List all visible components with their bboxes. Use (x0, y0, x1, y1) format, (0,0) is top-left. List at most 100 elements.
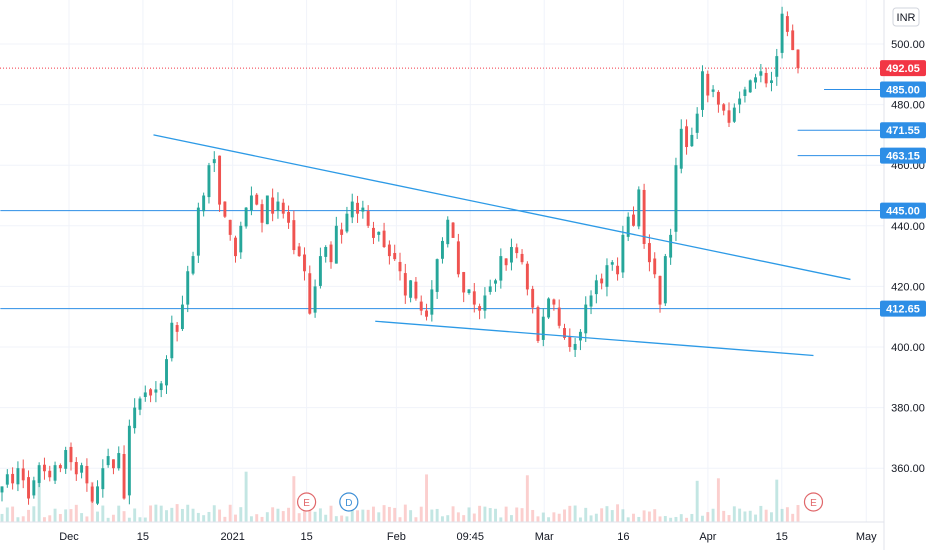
candle-body (138, 398, 142, 410)
event-marker[interactable] (297, 492, 317, 512)
volume-bar (48, 515, 52, 522)
volume-bar (265, 512, 269, 522)
last-price-badge (880, 60, 926, 77)
volume-bar (366, 509, 370, 522)
volume-bar (775, 479, 779, 522)
volume-bar (722, 510, 726, 522)
candle-body (552, 299, 556, 305)
candle-body (196, 207, 200, 256)
volume-bar (509, 515, 513, 522)
candle-body (494, 280, 497, 284)
candle-body (780, 13, 784, 53)
candle-body (451, 222, 455, 238)
candle-body (334, 225, 338, 264)
volume-bar (356, 510, 360, 522)
volume-bar (605, 506, 609, 522)
event-marker[interactable] (339, 492, 359, 512)
candlestick-series (0, 6, 800, 506)
currency-label: INR (897, 12, 916, 24)
candle-body (117, 453, 121, 469)
currency-box[interactable]: INR (892, 7, 920, 27)
candle-body (414, 281, 418, 299)
price-axis[interactable]: 500.00480.00460.00440.00420.00400.00380.… (891, 39, 925, 475)
volume-bar (271, 507, 275, 522)
volume-bar (467, 507, 471, 522)
candle-body (515, 247, 519, 254)
candle-body (212, 159, 216, 164)
candle-body (764, 72, 768, 84)
volume-bar (287, 507, 291, 522)
candle-body (271, 197, 275, 214)
candle-body (435, 259, 439, 292)
candle-body (265, 195, 269, 225)
volume-bar (292, 476, 296, 522)
volume-bar (594, 513, 598, 522)
volume-bar (69, 509, 73, 522)
trendline-upper-resistance[interactable] (153, 134, 851, 281)
event-marker[interactable] (803, 492, 824, 512)
volume-bar (133, 508, 137, 522)
volume-bar (138, 517, 142, 522)
volume-bar (218, 509, 222, 522)
candle-body (356, 202, 360, 214)
candle-body (42, 464, 46, 472)
candle-body (106, 456, 110, 466)
volume-bar (27, 509, 30, 522)
volume-bar (621, 509, 625, 522)
volume-bar (637, 516, 641, 522)
volume-bar (377, 512, 381, 522)
volume-bar (329, 505, 333, 522)
candle-body (382, 230, 386, 248)
x-tick-label: 16 (617, 531, 629, 543)
candle-body (520, 253, 524, 263)
volume-bar (531, 509, 535, 522)
candle-body (759, 71, 763, 76)
level-badge (880, 147, 926, 164)
volume-bar (117, 505, 121, 522)
volume-bar (610, 510, 614, 522)
volume-bar (552, 512, 556, 522)
volume-bar (340, 515, 344, 522)
trendline-lower-support[interactable] (375, 320, 814, 357)
candle-body (653, 258, 657, 275)
x-tick-label: 15 (776, 531, 788, 543)
volume-bar (600, 508, 604, 522)
candle-body (249, 195, 253, 211)
candle-body (292, 220, 296, 251)
volume-bar (21, 516, 25, 522)
trendlines[interactable] (153, 134, 851, 357)
candle-body (101, 468, 105, 490)
candle-body (16, 468, 20, 485)
volume-bar (743, 511, 747, 522)
candle-body (175, 325, 179, 332)
volume-bar (249, 516, 253, 522)
candle-body (350, 201, 354, 218)
candle-body (637, 189, 641, 227)
volume-bar (303, 506, 306, 522)
volume-bar (478, 505, 482, 522)
candle-body (58, 465, 62, 469)
candle-body (754, 77, 758, 83)
candle-body (85, 465, 89, 484)
x-tick-label: 15 (300, 531, 312, 543)
volume-bar (462, 515, 466, 522)
volume-bar (456, 512, 460, 522)
candle-body (377, 231, 381, 235)
volume-bar (791, 513, 795, 522)
candle-body (573, 343, 577, 350)
candle-body (695, 113, 699, 133)
candle-body (96, 486, 99, 504)
candle-body (0, 486, 4, 493)
volume-bar (165, 510, 168, 522)
volume-bar (536, 516, 540, 522)
horizontal-levels[interactable] (0, 67, 884, 310)
volume-bar (382, 505, 386, 522)
candle-body (785, 16, 789, 32)
candle-body (716, 91, 720, 105)
candle-body (557, 307, 561, 326)
volume-bar (159, 505, 163, 522)
volume-bar (37, 478, 41, 522)
